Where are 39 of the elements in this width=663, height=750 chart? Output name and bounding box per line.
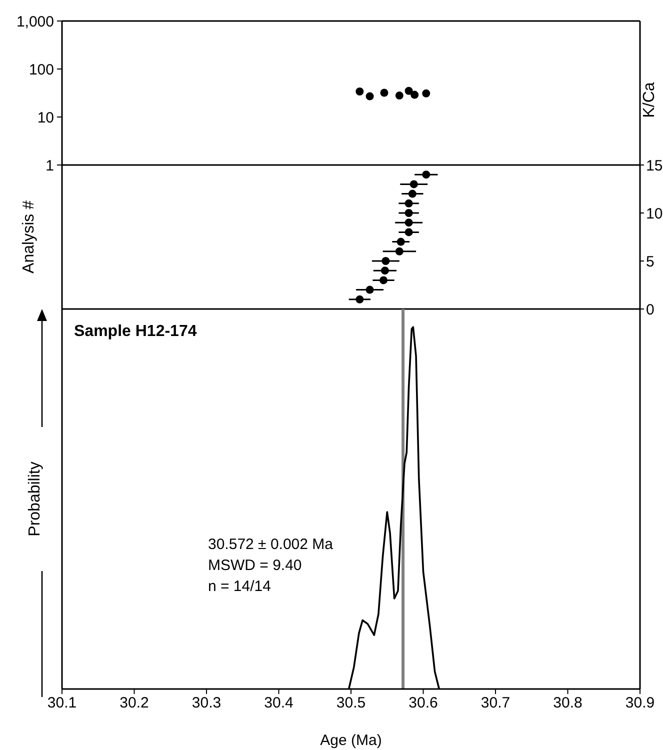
point (380, 266, 389, 275)
x-tick-label: 30.5 (336, 694, 366, 712)
y-tick-label: 10 (37, 109, 54, 126)
x-tick-label: 30.4 (264, 694, 294, 712)
x-tick-label: 30.6 (408, 694, 438, 712)
y-axis-title: Analysis # (20, 200, 38, 274)
y-axis-title: Probability (26, 462, 44, 536)
point (366, 286, 374, 294)
point (356, 295, 364, 304)
y-tick-label: 15 (646, 157, 663, 174)
annotation: MSWD = 9.40 (208, 556, 303, 576)
chart-title: Sample H12-174 (74, 323, 197, 341)
x-tick-label: 30.3 (192, 694, 222, 712)
point (408, 190, 416, 198)
point (404, 228, 413, 236)
y-tick-label: 5 (646, 253, 654, 270)
point (422, 170, 430, 179)
point (410, 180, 418, 188)
point (380, 276, 388, 284)
y-tick-label: 10 (646, 205, 663, 222)
point (395, 247, 404, 256)
y-tick-label: 1 (46, 157, 54, 174)
x-tick-label: 30.1 (47, 694, 77, 712)
y-axis-title: K/Ca (641, 82, 659, 118)
point (382, 257, 390, 265)
annotation: n = 14/14 (208, 577, 272, 597)
y-tick-label: 0 (646, 301, 654, 318)
point (396, 238, 405, 246)
point (404, 199, 413, 208)
x-tick-label: 30.7 (480, 694, 510, 712)
point (404, 218, 413, 227)
annotation: 30.572 ± 0.002 Ma (208, 535, 333, 555)
x-tick-label: 30.9 (625, 694, 655, 712)
x-tick-label: 30.2 (120, 694, 149, 712)
point (404, 209, 413, 217)
x-axis-title: Age (Ma) (320, 732, 382, 749)
y-tick-label: 1,000 (16, 13, 54, 30)
x-tick-label: 30.8 (553, 694, 582, 712)
y-tick-label: 100 (28, 61, 54, 78)
